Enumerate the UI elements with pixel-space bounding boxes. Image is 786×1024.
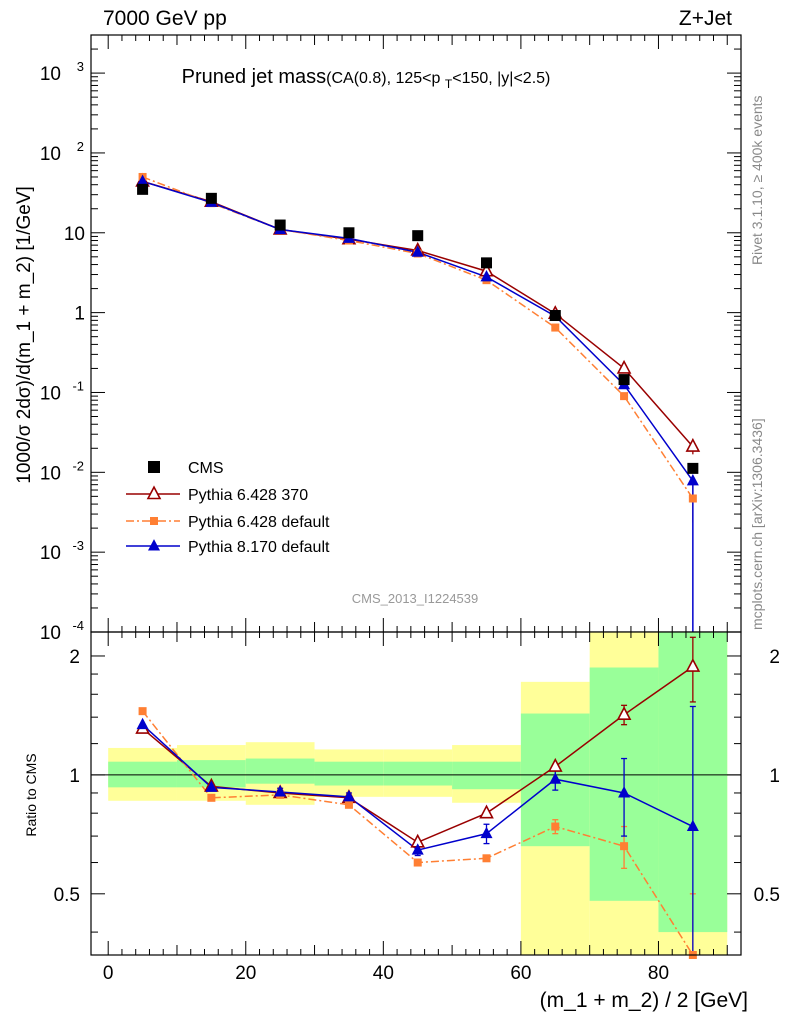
ratio-frame xyxy=(90,631,742,956)
ratio-point xyxy=(480,826,493,839)
ratio-point xyxy=(482,854,491,863)
y-tick-exponent: 3 xyxy=(77,59,84,74)
x-tick-label: 0 xyxy=(103,963,114,984)
chart-title: Pruned jet mass(CA(0.8), 125<p T<150, |y… xyxy=(182,66,551,91)
series-point xyxy=(480,270,493,282)
legend-marker xyxy=(150,517,158,525)
subtitle-rest: <150, |y|<2.5) xyxy=(452,70,550,87)
ratio-point xyxy=(207,793,216,802)
data-point xyxy=(137,183,149,195)
x-tick-label: 20 xyxy=(235,963,256,984)
ratio-point xyxy=(618,786,631,798)
subtitle-subscript: T xyxy=(445,77,453,91)
legend-marker xyxy=(148,461,160,473)
legend-label: Pythia 6.428 default xyxy=(188,514,330,531)
ratio-y-axis-label: Ratio to CMS xyxy=(23,753,39,836)
watermark-label: CMS_2013_I1224539 xyxy=(352,591,479,606)
ratio-point xyxy=(413,858,422,867)
mcplots-label: mcplots.cern.ch [arXiv:1306.3436] xyxy=(749,418,765,630)
ratio-point xyxy=(136,717,149,730)
x-tick-label: 40 xyxy=(373,963,394,984)
x-axis-label: (m_1 + m_2) / 2 [GeV] xyxy=(540,989,748,1012)
legend-marker xyxy=(148,539,160,551)
data-point xyxy=(412,230,424,242)
ratio-tick-label: 0.5 xyxy=(54,885,80,906)
ratio-tick-label: 1 xyxy=(69,766,80,787)
ratio-point xyxy=(344,800,353,809)
x-tick-label: 80 xyxy=(648,963,669,984)
series-point xyxy=(616,359,632,374)
ratio-point xyxy=(616,706,632,721)
y-tick-exponent: -2 xyxy=(72,458,84,473)
series-line xyxy=(142,180,694,448)
band-inner xyxy=(383,761,453,786)
ratio-point xyxy=(411,843,424,855)
series-point xyxy=(620,392,629,401)
ratio-point xyxy=(685,657,701,672)
y-tick-label: 10 xyxy=(40,463,61,484)
header-left: 7000 GeV pp xyxy=(103,7,227,30)
data-point xyxy=(618,374,630,386)
data-point xyxy=(549,310,561,322)
series-line xyxy=(142,176,694,499)
y-tick-label: 10 xyxy=(40,543,61,564)
rivet-label: Rivet 3.1.10, ≥ 400k events xyxy=(749,95,765,265)
legend-marker xyxy=(146,485,162,500)
ratio-point xyxy=(620,842,629,851)
ratio-point xyxy=(274,785,287,797)
y-tick-exponent: -3 xyxy=(72,538,84,553)
series-point xyxy=(136,174,149,186)
chart-title-main: Pruned jet mass xyxy=(182,66,327,88)
ratio-point xyxy=(547,757,563,772)
ratio-point xyxy=(479,804,494,819)
series-point xyxy=(411,245,424,257)
band-inner xyxy=(452,761,521,790)
ratio-tick-label-right: 1 xyxy=(769,766,780,787)
band-inner xyxy=(314,761,384,786)
main-panel: 10 -4 10 -3 10 -2 10 -1 1 10 10 2 10 3 Pruned jet mas… xyxy=(40,34,742,644)
legend-label: Pythia 8.170 default xyxy=(188,539,330,556)
y-tick-label: 10 xyxy=(64,224,85,245)
y-tick-exponent: -1 xyxy=(72,378,84,393)
y-tick-label: 10 xyxy=(40,623,61,644)
y-tick-label: 10 xyxy=(40,144,61,165)
y-tick-label: 1 xyxy=(74,304,85,325)
legend-label: CMS xyxy=(188,460,224,477)
legend-label: Pythia 6.428 370 xyxy=(188,487,308,504)
series-point xyxy=(686,474,699,486)
series-point xyxy=(685,437,701,452)
ratio-tick-label-right: 2 xyxy=(769,647,780,668)
ratio-point xyxy=(549,772,562,784)
y-tick-exponent: 2 xyxy=(77,139,84,154)
ratio-tick-label: 2 xyxy=(69,647,80,668)
chart-subtitle: (CA(0.8), 125<p xyxy=(326,70,440,87)
y-tick-label: 10 xyxy=(40,383,61,404)
ratio-point xyxy=(342,789,355,802)
data-point xyxy=(343,227,355,239)
series-point xyxy=(551,323,560,332)
series-point xyxy=(688,494,697,503)
y-tick-exponent: -4 xyxy=(72,618,84,633)
ratio-point xyxy=(138,707,147,716)
data-point xyxy=(205,192,217,204)
series-line xyxy=(142,180,694,482)
data-point xyxy=(274,219,286,231)
x-tick-label: 60 xyxy=(510,963,531,984)
legend: CMS Pythia 6.428 370 Pythia 6.428 default P… xyxy=(126,460,330,556)
ratio-point xyxy=(205,780,218,792)
band-inner xyxy=(245,758,315,784)
ratio-tick-label-right: 0.5 xyxy=(754,885,780,906)
data-point xyxy=(687,462,699,474)
header-right: Z+Jet xyxy=(679,7,732,30)
ratio-point xyxy=(551,822,560,831)
ratio-point xyxy=(686,819,699,832)
y-tick-label: 10 xyxy=(40,64,61,85)
data-point xyxy=(481,257,493,269)
ratio-panel: 0 20 40 60 80 0.5 0.5 1 1 2 2 xyxy=(54,631,780,984)
y-axis-label: 1000/σ 2dσ)/d(m_1 + m_2) [1/GeV] xyxy=(14,186,35,484)
